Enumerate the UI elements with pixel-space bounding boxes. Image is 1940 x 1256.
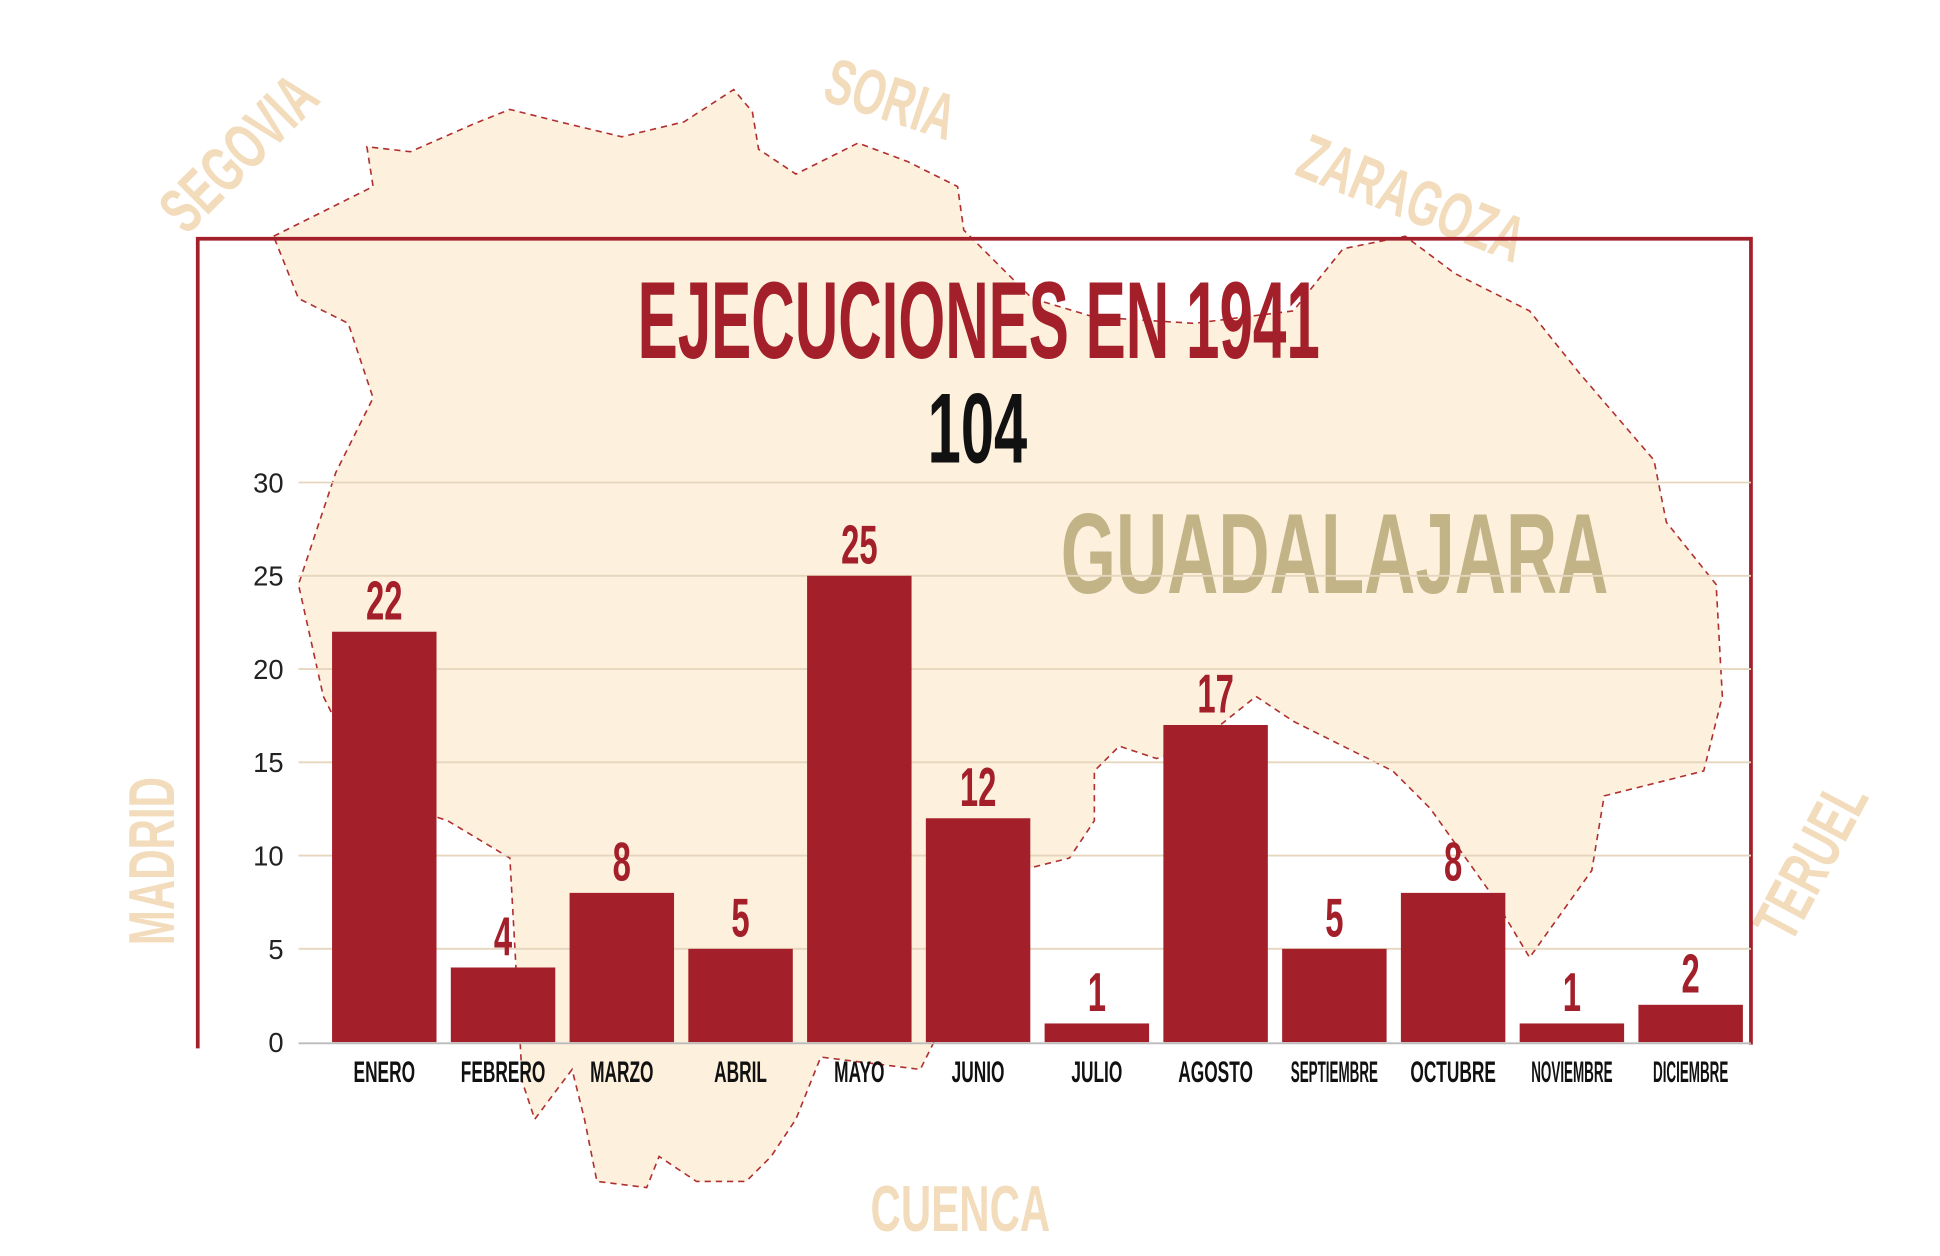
x-tick-label: ENERO	[354, 1056, 416, 1089]
data-label: 4	[494, 905, 512, 967]
bar-marzo	[569, 892, 675, 1043]
y-axis-ticks: 0 5 10 15 20 25 30	[253, 467, 283, 1058]
data-label: 8	[613, 831, 631, 893]
bar-julio	[1044, 1023, 1150, 1043]
y-tick-label: 30	[253, 467, 283, 498]
data-label: 25	[841, 514, 878, 576]
map-label-soria: SORIA	[816, 44, 965, 154]
bar-septiembre	[1282, 948, 1387, 1043]
data-label: 17	[1197, 663, 1234, 725]
bar-abril	[688, 948, 793, 1043]
x-axis-ticks: ENERO FEBRERO MARZO ABRIL MAYO JUNIO JULIO AGOS…	[354, 1055, 1729, 1089]
x-tick-label: DICIEMBRE	[1653, 1055, 1728, 1089]
y-tick-label: 5	[268, 934, 283, 965]
data-label: 22	[366, 570, 403, 632]
frame-border	[195, 236, 1753, 1049]
x-tick-label: ABRIL	[714, 1056, 767, 1089]
x-tick-label: FEBRERO	[461, 1056, 546, 1089]
data-label: 8	[1444, 831, 1462, 893]
bar-febrero	[450, 967, 556, 1043]
bar-noviembre	[1519, 1023, 1625, 1043]
x-tick-label: NOVIEMBRE	[1531, 1055, 1612, 1089]
y-tick-label: 20	[253, 654, 283, 685]
bar-diciembre	[1638, 1004, 1743, 1043]
x-tick-label: AGOSTO	[1178, 1056, 1253, 1089]
y-tick-label: 15	[253, 747, 283, 778]
x-tick-label: SEPTIEMBRE	[1291, 1055, 1378, 1089]
x-tick-label: MAYO	[834, 1056, 884, 1089]
data-label: 5	[1325, 887, 1343, 949]
y-tick-label: 10	[253, 841, 283, 872]
bar-agosto	[1163, 724, 1268, 1043]
map-label-teruel: TERUEL	[1739, 769, 1882, 951]
bar-mayo	[807, 575, 912, 1043]
data-label: 1	[1088, 961, 1106, 1023]
chart-total: 104	[928, 374, 1028, 484]
bar-junio	[925, 818, 1031, 1043]
bar-enero	[332, 631, 437, 1043]
x-tick-label: JULIO	[1071, 1056, 1122, 1089]
data-label: 12	[960, 756, 997, 818]
x-tick-label: OCTUBRE	[1410, 1056, 1496, 1089]
data-label: 2	[1682, 943, 1700, 1005]
bar-octubre	[1400, 892, 1506, 1043]
y-tick-label: 25	[253, 561, 283, 592]
chart-title: EJECUCIONES EN 1941	[638, 259, 1320, 382]
y-tick-label: 0	[268, 1027, 283, 1058]
chart-frame	[195, 236, 1753, 1049]
map-label-segovia: SEGOVIA	[145, 60, 332, 247]
data-label: 1	[1563, 961, 1581, 1023]
x-tick-label: JUNIO	[952, 1056, 1005, 1089]
x-tick-label: MARZO	[590, 1056, 653, 1089]
bars	[332, 575, 1743, 1043]
map-label-cuenca: CUENCA	[871, 1173, 1051, 1245]
data-label: 5	[731, 887, 749, 949]
map-label-guadalajara: GUADALAJARA	[1061, 491, 1609, 618]
map-label-madrid: MADRID	[116, 777, 188, 945]
